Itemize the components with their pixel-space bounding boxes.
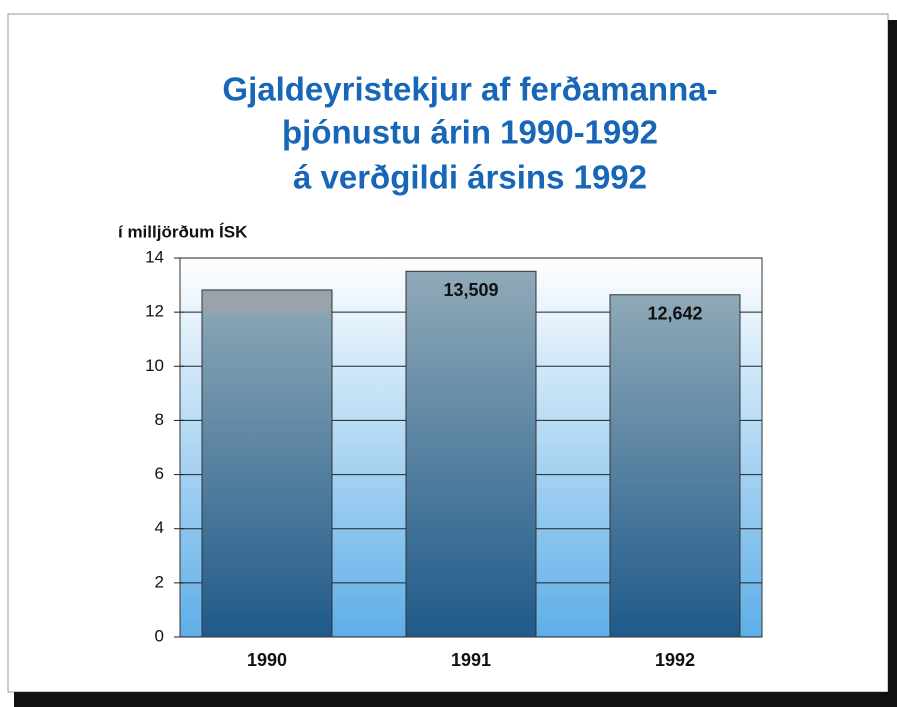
y-tick-label: 14 — [145, 247, 164, 266]
x-tick-label: 1991 — [451, 650, 491, 670]
y-tick-label: 6 — [155, 464, 164, 483]
x-tick-label: 1992 — [655, 650, 695, 670]
value-label: 13,509 — [443, 280, 498, 300]
bar — [609, 294, 741, 638]
value-label: 12,642 — [647, 304, 702, 324]
chart-title: Gjaldeyristekjur af ferðamanna- — [222, 71, 717, 108]
bar — [201, 289, 333, 638]
bar — [405, 270, 537, 638]
x-tick-label: 1990 — [247, 650, 287, 670]
shadow-right — [888, 20, 897, 707]
chart-title: á verðgildi ársins 1992 — [293, 159, 647, 196]
y-tick-label: 12 — [145, 302, 164, 321]
y-tick-label: 10 — [145, 356, 164, 375]
y-tick-label: 8 — [155, 410, 164, 429]
obscured-label — [203, 290, 331, 313]
y-tick-label: 4 — [155, 518, 164, 537]
chart-title: þjónustu árin 1990-1992 — [282, 114, 658, 151]
y-axis-label: í milljörðum ÍSK — [118, 222, 248, 241]
shadow-bottom — [14, 692, 897, 707]
y-tick-label: 0 — [155, 626, 164, 645]
y-tick-label: 2 — [155, 572, 164, 591]
